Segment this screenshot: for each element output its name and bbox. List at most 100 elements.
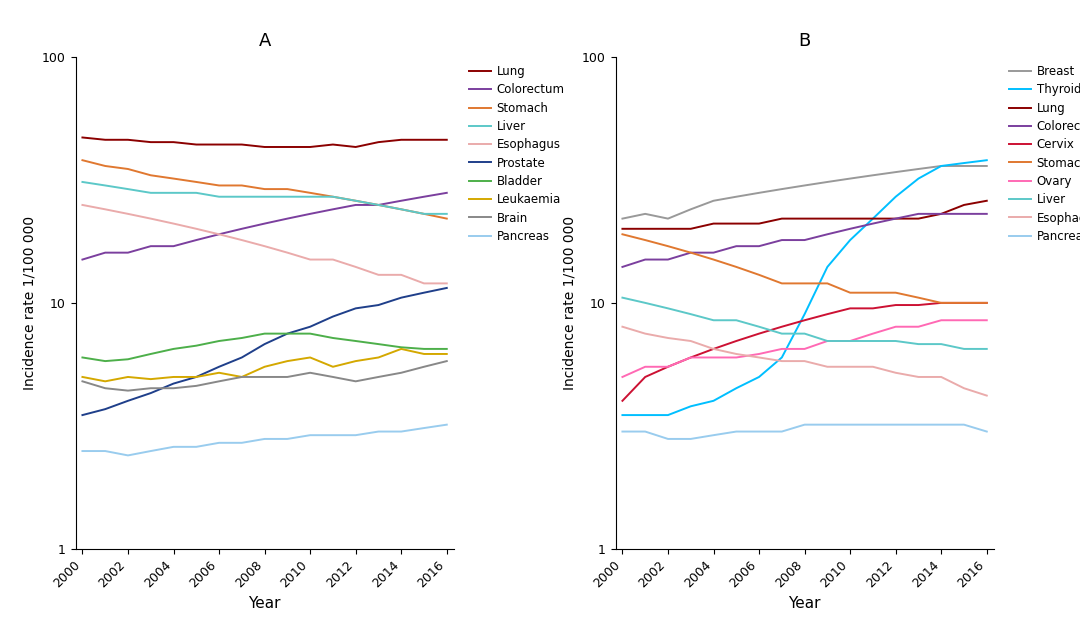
Line: Esophagus: Esophagus: [82, 205, 447, 283]
Breast: [753, 189, 766, 197]
Y-axis label: Incidence rate 1/100 000: Incidence rate 1/100 000: [563, 216, 577, 390]
Esophagus: [441, 280, 454, 287]
Leukaemia: [281, 357, 294, 365]
Cervix: [981, 299, 994, 307]
Esophagus: [98, 206, 111, 213]
Leukaemia: [98, 377, 111, 385]
Stomach: [190, 178, 203, 186]
Ovary: [889, 323, 902, 331]
Esophagus: [889, 369, 902, 377]
Bladder: [349, 337, 362, 345]
Stomach: [958, 299, 971, 307]
Lung: [730, 220, 743, 227]
Stomach: [213, 182, 226, 189]
Lung: [372, 138, 384, 146]
Cervix: [775, 323, 788, 331]
Ovary: [753, 350, 766, 358]
Colorectum: [753, 242, 766, 250]
Liver: [981, 345, 994, 353]
Stomach: [730, 263, 743, 271]
Lung: [661, 225, 674, 233]
Stomach: [395, 206, 408, 213]
Esophagus: [798, 357, 811, 365]
Leukaemia: [349, 357, 362, 365]
Stomach: [98, 162, 111, 170]
Stomach: [821, 280, 834, 287]
Liver: [98, 182, 111, 189]
Liver: [775, 330, 788, 338]
Esophagus: [843, 363, 856, 370]
Cervix: [753, 330, 766, 338]
Liver: [821, 337, 834, 345]
Liver: [441, 210, 454, 218]
Esophagus: [303, 256, 316, 263]
Cervix: [889, 301, 902, 309]
Thyroid: [935, 162, 948, 170]
Thyroid: [753, 373, 766, 380]
Lung: [981, 197, 994, 204]
Brain: [281, 373, 294, 380]
Esophagus: [145, 215, 158, 222]
Esophagus: [661, 334, 674, 342]
Esophagus: [935, 373, 948, 380]
Stomach: [866, 289, 879, 297]
Liver: [395, 206, 408, 213]
Thyroid: [889, 193, 902, 201]
Pancreas: [76, 447, 89, 455]
Brain: [395, 369, 408, 377]
Ovary: [821, 337, 834, 345]
Lung: [685, 225, 698, 233]
Thyroid: [981, 156, 994, 164]
Lung: [958, 201, 971, 209]
Prostate: [395, 294, 408, 302]
Bladder: [76, 354, 89, 362]
Cervix: [821, 310, 834, 318]
Lung: [235, 141, 248, 148]
Prostate: [213, 363, 226, 370]
Lung: [753, 220, 766, 227]
Esophagus: [190, 225, 203, 233]
Cervix: [935, 299, 948, 307]
Stomach: [418, 210, 431, 218]
Stomach: [889, 289, 902, 297]
Pancreas: [707, 432, 720, 439]
Colorectum: [281, 215, 294, 222]
Leukaemia: [372, 354, 384, 362]
Pancreas: [441, 421, 454, 428]
Colorectum: [441, 189, 454, 197]
Stomach: [167, 175, 180, 182]
Prostate: [326, 313, 339, 321]
Colorectum: [616, 263, 629, 271]
Esophagus: [753, 354, 766, 362]
Prostate: [190, 373, 203, 380]
Cervix: [685, 354, 698, 362]
Pancreas: [638, 428, 651, 435]
Liver: [638, 299, 651, 307]
Ovary: [616, 373, 629, 380]
Leukaemia: [235, 373, 248, 380]
Pancreas: [843, 421, 856, 428]
Brain: [190, 382, 203, 390]
Lung: [418, 136, 431, 144]
Cervix: [866, 305, 879, 312]
Prostate: [167, 380, 180, 387]
Liver: [889, 337, 902, 345]
Breast: [912, 165, 924, 173]
X-axis label: Year: Year: [248, 596, 281, 611]
Stomach: [685, 249, 698, 256]
Lung: [912, 215, 924, 222]
Esophagus: [912, 373, 924, 380]
Esophagus: [213, 230, 226, 238]
Line: Esophagus: Esophagus: [622, 327, 987, 396]
Lung: [349, 143, 362, 151]
Lung: [145, 138, 158, 146]
Esophagus: [349, 263, 362, 271]
Breast: [616, 215, 629, 222]
Thyroid: [685, 403, 698, 410]
Lung: [821, 215, 834, 222]
Line: Breast: Breast: [622, 166, 987, 218]
Colorectum: [638, 256, 651, 263]
Ovary: [866, 330, 879, 338]
Liver: [303, 193, 316, 201]
Leukaemia: [418, 350, 431, 358]
